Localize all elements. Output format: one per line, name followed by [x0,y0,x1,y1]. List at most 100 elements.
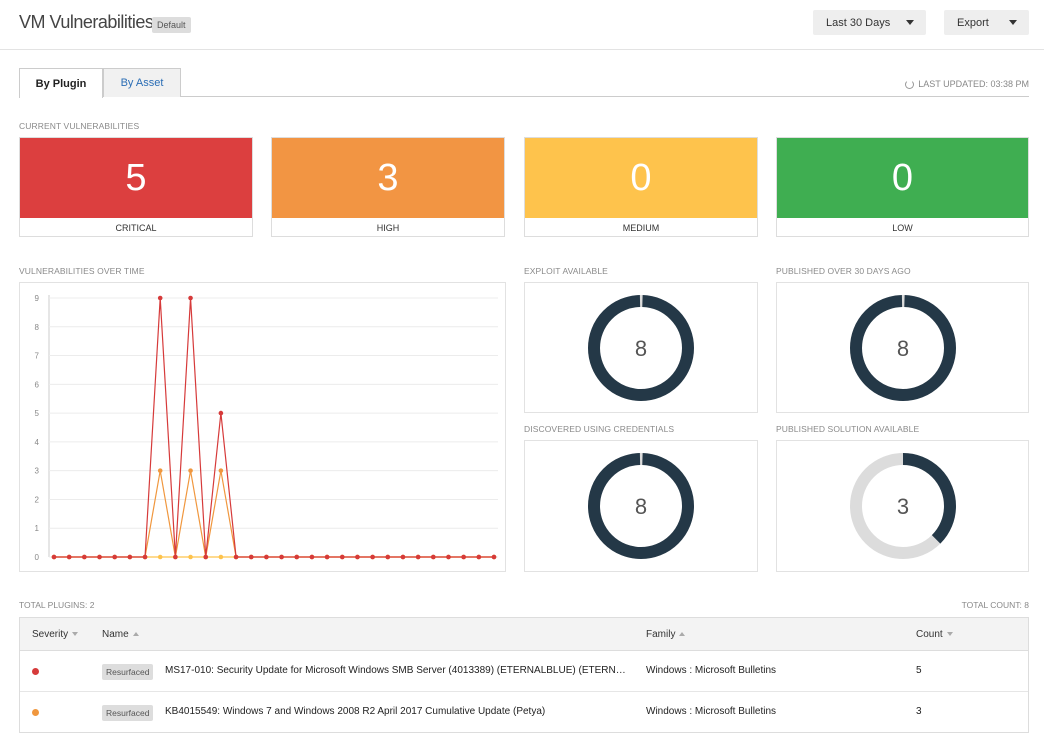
severity-card-high[interactable]: 3 HIGH [271,137,505,237]
low-count: 0 [777,138,1028,218]
donut-panel-exploit[interactable]: 8 [524,282,758,413]
data-point[interactable] [415,554,421,560]
data-point[interactable] [431,554,436,560]
plugin-family: Windows : Microsoft Bulletins [646,706,777,717]
data-point[interactable] [218,554,224,560]
data-point[interactable] [476,554,482,560]
date-range-dropdown[interactable]: Last 30 Days [813,10,926,35]
donut-panel-solution[interactable]: 3 [776,440,1029,572]
y-tick-label: 4 [35,438,40,447]
col-name-label: Name [102,629,129,640]
data-point[interactable] [355,554,360,560]
donut-exploit: 8 [588,294,694,401]
col-severity[interactable]: Severity [32,629,79,640]
series-line [54,470,494,558]
last-updated-text: LAST UPDATED: 03:38 PM [918,79,1029,89]
data-point[interactable] [173,554,178,560]
data-point[interactable] [279,554,284,560]
export-dropdown[interactable]: Export [944,10,1029,35]
y-tick-label: 9 [35,294,40,303]
chart-title: VULNERABILITIES OVER TIME [19,266,145,276]
donut-value: 8 [635,494,647,519]
data-point[interactable] [446,554,451,560]
y-tick-label: 3 [35,467,40,476]
data-point[interactable] [188,468,193,473]
data-point[interactable] [324,554,330,560]
series-line [54,297,494,558]
y-tick-label: 6 [35,380,40,389]
col-count-label: Count [916,629,943,640]
vulnerabilities-over-time-chart: 0 1 2 3 4 5 6 7 8 9 [19,282,506,572]
donut-arc [849,294,956,401]
y-tick-label: 8 [35,323,40,332]
data-point[interactable] [461,554,466,560]
data-point[interactable] [491,554,497,560]
data-point[interactable] [188,554,193,560]
data-point[interactable] [82,554,87,560]
data-point[interactable] [218,468,224,473]
severity-card-critical[interactable]: 5 CRITICAL [19,137,253,237]
donut-panel-published-30[interactable]: 8 [776,282,1029,413]
refresh-icon[interactable] [905,79,915,89]
tab-by-plugin[interactable]: By Plugin [19,68,103,98]
data-point[interactable] [157,295,163,301]
data-point[interactable] [248,554,254,560]
page-title: VM Vulnerabilities [19,12,154,32]
y-tick-label: 7 [35,352,40,361]
donut-credentials: 8 [588,453,694,559]
data-point[interactable] [339,554,345,560]
table-row[interactable]: Resurfaced MS17-010: Security Update for… [20,651,1028,692]
total-plugins: TOTAL PLUGINS: 2 [19,600,95,610]
data-point[interactable] [264,554,269,560]
medium-count: 0 [525,138,757,218]
critical-label: CRITICAL [115,222,157,233]
data-point[interactable] [218,410,224,416]
data-point[interactable] [127,554,133,560]
data-point[interactable] [370,554,375,560]
current-vulnerabilities-label: CURRENT VULNERABILITIES [19,121,140,131]
data-point[interactable] [157,554,163,560]
data-point[interactable] [51,554,57,560]
donut-value: 8 [635,336,647,361]
plugins-table: Severity Name Family Count Resurfaced MS… [19,617,1029,733]
col-family[interactable]: Family [646,629,686,640]
donut-panel-credentials[interactable]: 8 [524,440,758,572]
high-label: HIGH [376,222,400,233]
last-updated[interactable]: LAST UPDATED: 03:38 PM [905,79,1029,89]
chevron-down-icon [906,20,914,25]
plugin-name[interactable]: KB4015549: Windows 7 and Windows 2008 R2… [165,706,546,717]
data-point[interactable] [157,468,163,473]
severity-card-low[interactable]: 0 LOW [776,137,1029,237]
data-point[interactable] [66,554,72,560]
data-point[interactable] [203,554,209,560]
col-severity-label: Severity [32,629,69,640]
sort-up-icon [132,632,139,637]
resurfaced-badge: Resurfaced [102,664,154,680]
data-point[interactable] [142,554,148,560]
data-point[interactable] [400,554,406,560]
donut-published-30: 8 [849,294,956,401]
sort-down-icon [72,632,79,637]
data-point[interactable] [309,554,315,560]
plugin-count: 5 [916,665,922,676]
data-point[interactable] [385,554,391,560]
donut-value: 3 [896,494,908,519]
severity-card-medium[interactable]: 0 MEDIUM [524,137,758,237]
line-chart-svg: 0 1 2 3 4 5 6 7 8 9 [35,294,498,562]
donut-label-solution: PUBLISHED SOLUTION AVAILABLE [776,424,920,434]
data-point[interactable] [112,554,117,560]
col-count[interactable]: Count [916,629,953,640]
tab-by-asset[interactable]: By Asset [103,68,181,97]
donut-label-credentials: DISCOVERED USING CREDENTIALS [524,424,675,434]
severity-dot [32,709,39,716]
plugin-name[interactable]: MS17-010: Security Update for Microsoft … [165,665,630,676]
data-point[interactable] [233,554,239,560]
table-row[interactable]: Resurfaced KB4015549: Windows 7 and Wind… [20,692,1028,733]
data-point[interactable] [97,554,102,560]
page-header: VM Vulnerabilities Default Last 30 Days … [0,0,1044,50]
data-point[interactable] [188,295,193,301]
critical-count: 5 [20,138,252,218]
donut-label-published-30: PUBLISHED OVER 30 DAYS AGO [776,266,911,276]
data-point[interactable] [294,554,300,560]
col-name[interactable]: Name [102,629,139,640]
